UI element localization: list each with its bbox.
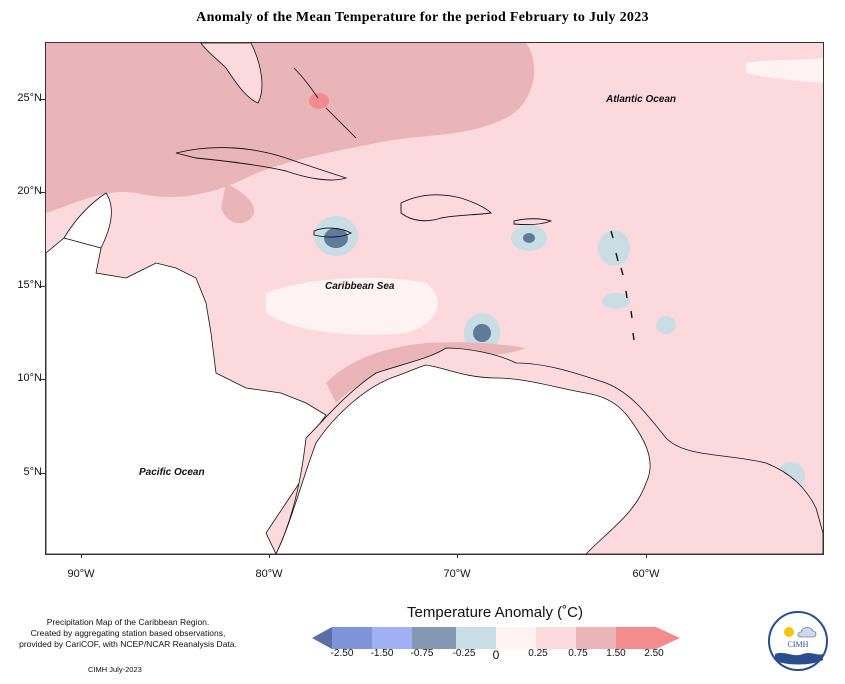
land-central-america bbox=[46, 232, 327, 554]
pale-ne bbox=[746, 58, 823, 83]
land-lesser-antilles bbox=[610, 230, 635, 341]
legend-swatch-4 bbox=[456, 627, 496, 649]
land-florida bbox=[200, 43, 263, 104]
land-colombia-venezuela bbox=[275, 364, 651, 554]
land-bahamas bbox=[293, 67, 357, 139]
legend-label: 0.75 bbox=[568, 648, 588, 659]
lon-label-70w: 70°W bbox=[443, 568, 471, 580]
lat-tick bbox=[41, 379, 45, 380]
notes-line-2: Created by aggregating station based obs… bbox=[30, 628, 226, 638]
hot-spot-bahamas bbox=[309, 93, 329, 109]
legend-label: -0.25 bbox=[452, 648, 476, 659]
land-jamaica bbox=[313, 227, 352, 238]
warm-band-north bbox=[46, 43, 535, 213]
lon-label-80w: 80°W bbox=[255, 568, 283, 580]
lat-tick bbox=[41, 286, 45, 287]
legend-swatch-3 bbox=[412, 627, 456, 649]
lat-label-5n: 5°N bbox=[23, 466, 42, 478]
map-panel[interactable] bbox=[45, 42, 824, 555]
warm-lobe bbox=[221, 183, 255, 224]
map-title: Anomaly of the Mean Temperature for the … bbox=[196, 10, 649, 25]
legend-swatch-6 bbox=[536, 627, 576, 649]
legend-swatch-8 bbox=[616, 627, 656, 649]
pale-band-caribbean bbox=[266, 277, 438, 335]
label-pacific-ocean: Pacific Ocean bbox=[139, 467, 205, 478]
legend-label: -1.50 bbox=[370, 648, 394, 659]
land-cuba bbox=[175, 147, 348, 181]
cool-spot-st-vincent bbox=[602, 293, 630, 309]
label-caribbean-sea: Caribbean Sea bbox=[325, 281, 395, 292]
lat-label-10n: 10°N bbox=[17, 372, 42, 384]
notes-line-3: provided by CariCOF, with NCEP/NCAR Rean… bbox=[19, 639, 237, 649]
cool-spot-barbados bbox=[656, 316, 676, 334]
label-atlantic-ocean: Atlantic Ocean bbox=[606, 94, 677, 105]
lat-label-25n: 25°N bbox=[17, 92, 42, 104]
legend-swatch-1 bbox=[332, 627, 372, 649]
lon-tick bbox=[457, 554, 458, 558]
legend-label: -0.75 bbox=[410, 648, 434, 659]
legend-arrow-right bbox=[656, 627, 680, 649]
land-yucatan bbox=[63, 192, 112, 249]
map-credit: CIMH July-2023 bbox=[88, 665, 142, 674]
cool-spot-lesser-antilles bbox=[598, 230, 630, 266]
lon-label-90w: 90°W bbox=[67, 568, 95, 580]
anomaly-map bbox=[46, 43, 823, 554]
cimh-logo-icon: CIMH bbox=[768, 611, 828, 671]
lat-tick bbox=[41, 473, 45, 474]
cold-core-jamaica bbox=[324, 228, 348, 248]
legend-title: Temperature Anomaly (˚C) bbox=[407, 604, 583, 621]
legend-swatch-2 bbox=[372, 627, 412, 649]
lon-label-60w: 60°W bbox=[632, 568, 660, 580]
legend-colorbar bbox=[312, 627, 680, 649]
lat-tick bbox=[41, 99, 45, 100]
logo-text: CIMH bbox=[788, 640, 809, 649]
lon-tick bbox=[81, 554, 82, 558]
map-notes: Precipitation Map of the Caribbean Regio… bbox=[18, 617, 238, 650]
land-hispaniola bbox=[400, 194, 492, 222]
warm-band-venezuela bbox=[326, 342, 526, 403]
lon-tick bbox=[646, 554, 647, 558]
legend-label: 0.25 bbox=[528, 648, 548, 659]
legend-arrow-left bbox=[312, 627, 332, 649]
legend-label: -2.50 bbox=[330, 648, 354, 659]
cold-core-aruba bbox=[473, 324, 491, 342]
lat-label-15n: 15°N bbox=[17, 279, 42, 291]
lat-label-20n: 20°N bbox=[17, 185, 42, 197]
notes-line-1: Precipitation Map of the Caribbean Regio… bbox=[46, 617, 210, 627]
legend-label: 0 bbox=[492, 648, 500, 662]
cold-core-pr bbox=[523, 233, 535, 243]
land-puerto-rico bbox=[513, 218, 553, 225]
legend-swatch-7 bbox=[576, 627, 616, 649]
legend-label: 2.50 bbox=[644, 648, 664, 659]
lon-tick bbox=[269, 554, 270, 558]
legend-label: 1.50 bbox=[606, 648, 626, 659]
lat-tick bbox=[41, 192, 45, 193]
legend-swatch-5 bbox=[496, 627, 536, 649]
